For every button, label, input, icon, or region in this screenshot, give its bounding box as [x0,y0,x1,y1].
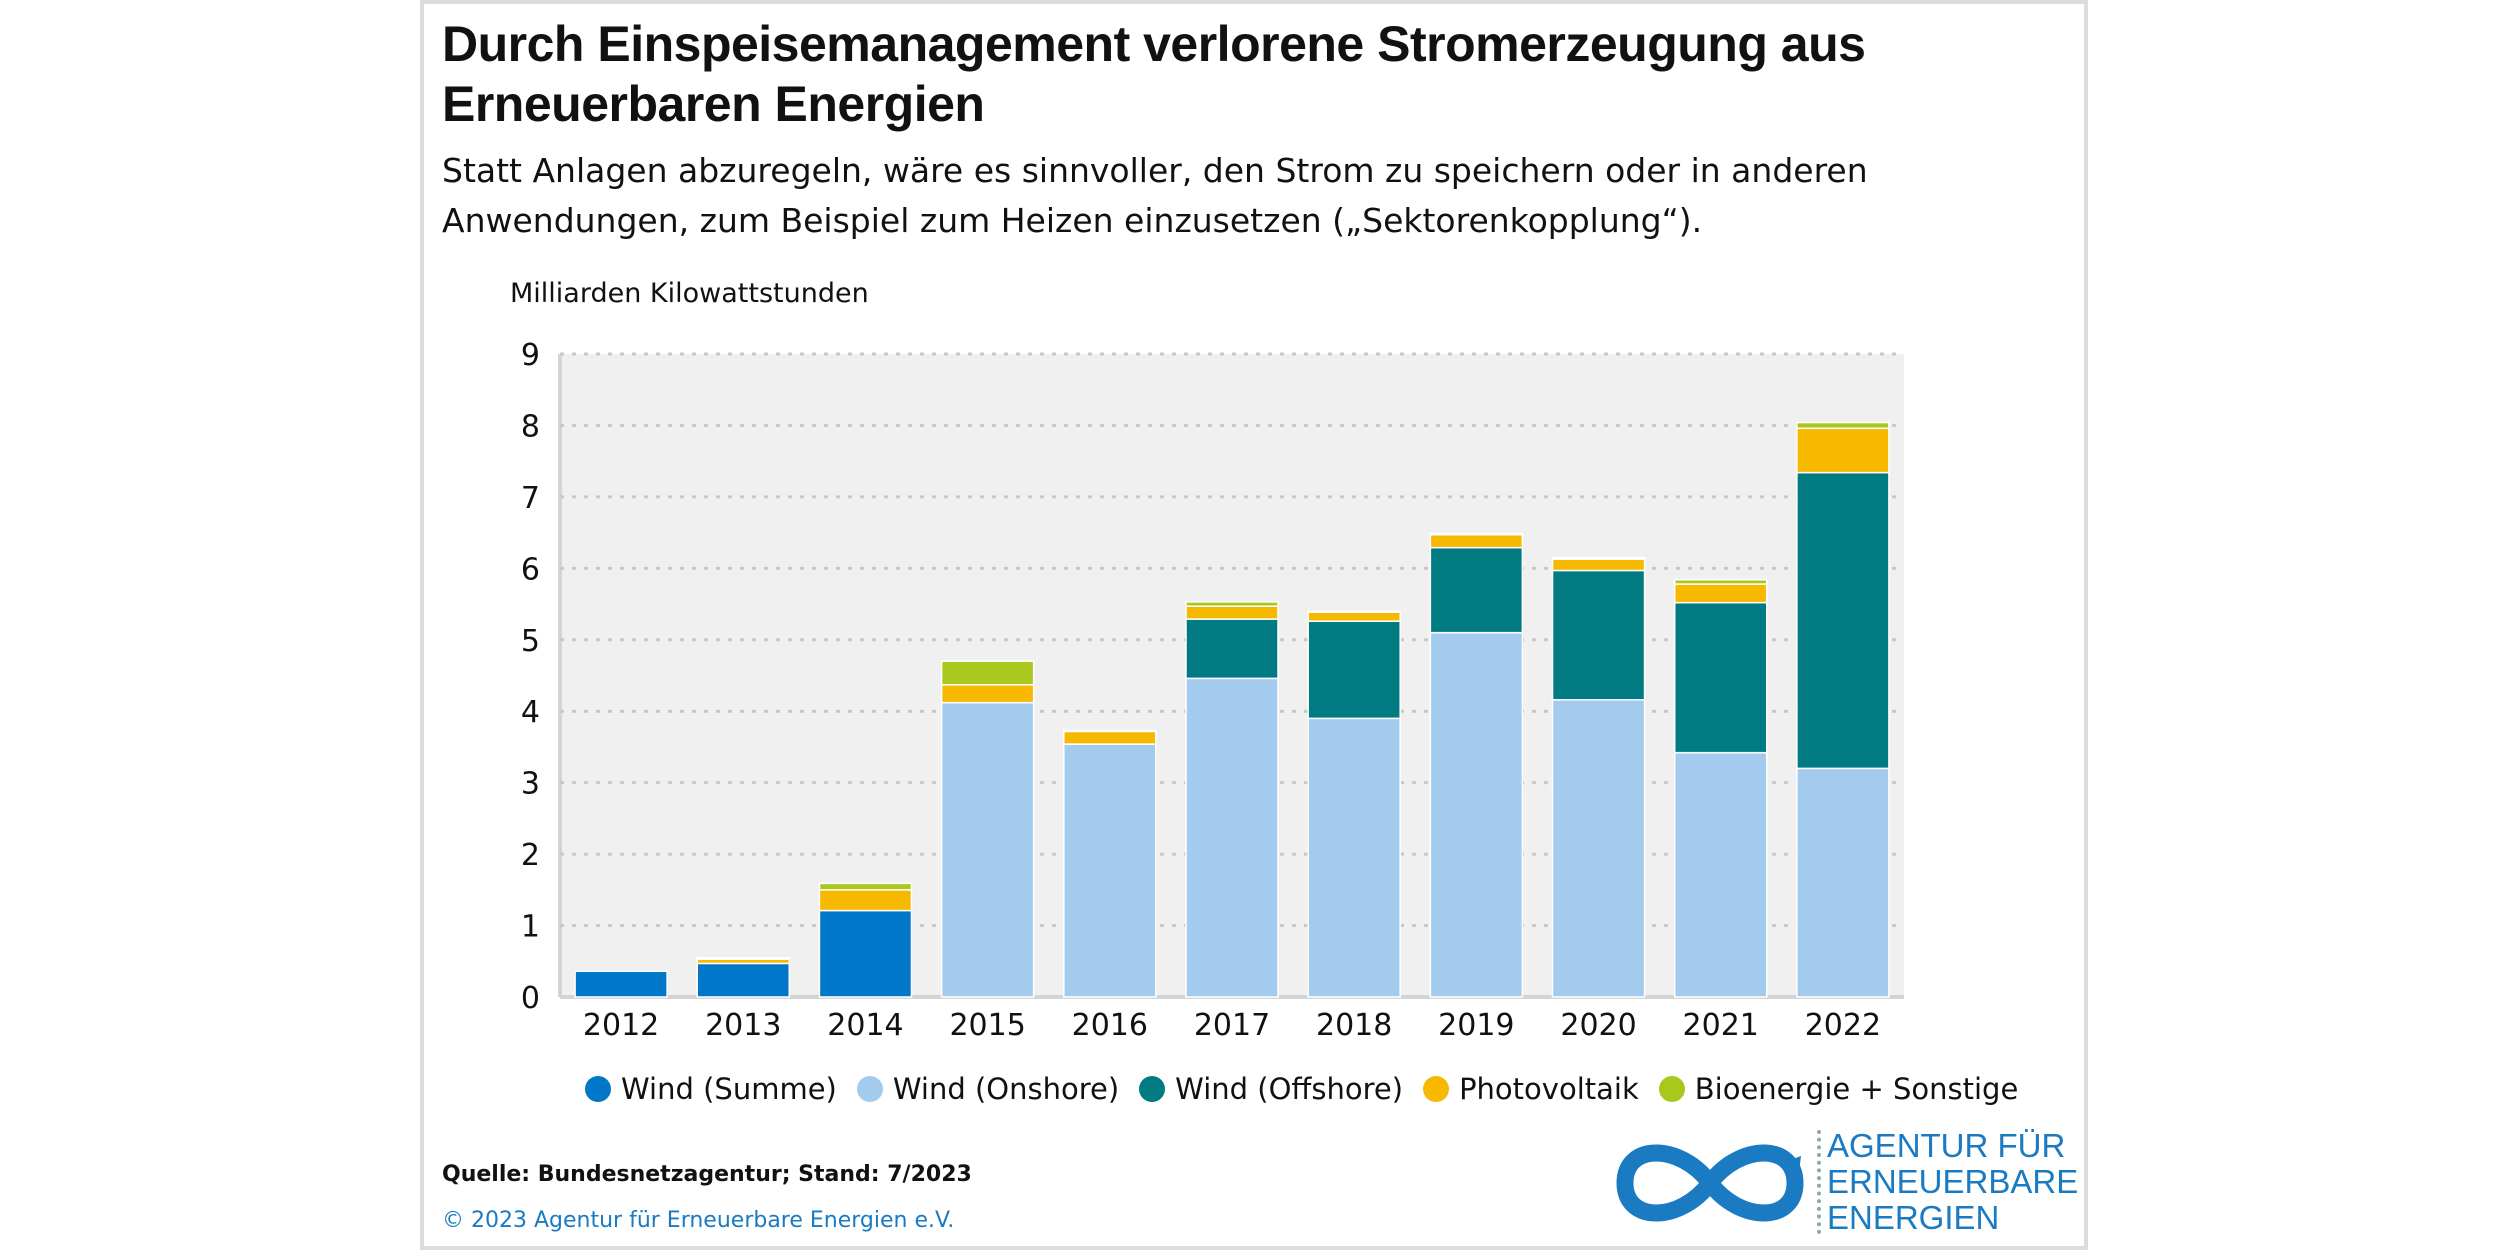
legend-item: Wind (Summe) [585,1072,837,1106]
legend-label: Wind (Onshore) [892,1072,1120,1106]
bar-segment-2015-bioenergie-sonstige [940,660,1035,686]
bar-segment-2017-photovoltaik [1185,605,1279,620]
y-tick-label: 3 [521,767,540,802]
bar-segment-2018-bioenergie-sonstige [1307,610,1401,613]
bar-segment-2017-wind-onshore- [1185,677,1279,998]
x-tick-label: 2012 [583,1008,659,1043]
aee-logo: AGENTUR FÜR ERNEUERBARE ENERGIEN [1605,1128,2078,1238]
x-tick-label: 2021 [1683,1008,1759,1043]
bar-segment-2021-bioenergie-sonstige [1673,579,1768,585]
legend-swatch-icon [1139,1076,1166,1102]
x-tick-label: 2014 [827,1008,903,1043]
legend-swatch-icon [585,1076,611,1102]
bar-segment-2013-wind-summe- [696,962,791,998]
x-tick-label: 2017 [1194,1008,1270,1043]
bar-segment-2012-wind-summe- [574,970,668,998]
bar-segment-2020-bioenergie-sonstige [1551,556,1646,560]
bar-segment-2021-wind-onshore- [1673,751,1768,998]
legend-label: Bioenergie + Sonstige [1694,1072,2019,1106]
logo-line-2: ERNEUERBARE [1827,1163,2079,1200]
bar-segment-2019-bioenergie-sonstige [1429,532,1524,536]
legend-swatch-icon [856,1076,883,1102]
chart-title: Durch Einspeisemanagement verlorene Stro… [442,16,1866,132]
bar-segment-2022-wind-onshore- [1796,767,1890,998]
legend-item: Wind (Offshore) [1139,1072,1403,1106]
legend: Wind (Summe) Wind (Onshore) Wind (Offshore… [585,1072,2018,1106]
legend-item: Bioenergie + Sonstige [1658,1072,2019,1106]
x-tick-label: 2022 [1805,1008,1881,1043]
infinity-logo-icon [1616,1144,1804,1222]
y-tick-label: 4 [521,695,540,730]
chart-subtitle: Statt Anlagen abzuregeln, wäre es sinnvo… [442,151,1868,240]
logo-line-1: AGENTUR FÜR [1827,1127,2066,1164]
y-tick-label: 2 [521,838,540,873]
bar-segment-2019-photovoltaik [1429,534,1524,549]
frame [420,0,2088,1250]
bar-segment-2014-bioenergie-sonstige [818,882,913,891]
x-tick-label: 2020 [1560,1008,1636,1043]
y-tick-label: 5 [521,624,540,659]
x-tick-label: 2018 [1316,1008,1392,1043]
bar-segment-2020-photovoltaik [1551,558,1646,572]
bar-segment-2017-wind-offshore- [1185,618,1279,680]
bar-segment-2014-photovoltaik [818,889,913,912]
bar-segment-2019-wind-offshore- [1429,546,1524,634]
y-tick-label: 6 [521,552,540,587]
x-tick-label: 2019 [1438,1008,1514,1043]
bar-segment-2016-bioenergie-sonstige [1063,729,1157,733]
bar-segment-2019-wind-onshore- [1429,631,1524,998]
bar-segment-2022-wind-offshore- [1796,471,1890,770]
bar-segment-2018-wind-onshore- [1307,717,1401,998]
bar-segment-2014-wind-summe- [818,909,913,998]
frame-border-top [420,0,2088,4]
bar-segment-2018-photovoltaik [1307,611,1401,622]
bar-segment-2015-photovoltaik [940,684,1035,704]
y-tick-label: 7 [521,481,540,516]
y-tick-label: 1 [521,910,540,945]
legend-item: Photovoltaik [1423,1072,1639,1106]
y-tick-label: 0 [521,981,540,1016]
x-tick-label: 2015 [949,1008,1025,1043]
source-note: Quelle: Bundesnetzagentur; Stand: 7/2023 [442,1162,972,1187]
logo-text: AGENTUR FÜR ERNEUERBARE ENERGIEN [1827,1128,2078,1236]
legend-label: Wind (Offshore) [1175,1072,1404,1106]
legend-swatch-icon [1658,1076,1685,1102]
copyright-note: © 2023 Agentur für Erneuerbare Energien … [442,1208,955,1233]
y-tick-label: 9 [521,338,540,373]
legend-item: Wind (Onshore) [856,1072,1120,1106]
bar-segment-2022-bioenergie-sonstige [1796,421,1890,430]
x-tick-label: 2016 [1072,1008,1148,1043]
legend-label: Wind (Summe) [621,1072,837,1106]
bar-segment-2017-bioenergie-sonstige [1185,601,1279,607]
legend-swatch-icon [1423,1076,1450,1102]
bar-segment-2021-photovoltaik [1673,583,1768,604]
logo-divider [1817,1130,1821,1234]
y-axis-label: Milliarden Kilowattstunden [510,278,869,309]
bar-segment-2016-photovoltaik [1063,730,1157,745]
bar-segment-2013-bioenergie-sonstige [696,956,791,960]
logo-line-3: ENERGIEN [1827,1199,2000,1236]
legend-label: Photovoltaik [1459,1072,1639,1106]
bar-segment-2022-photovoltaik [1796,427,1890,474]
y-tick-label: 8 [521,409,540,444]
bar-segment-2015-wind-onshore- [940,701,1035,998]
bar-segment-2016-wind-onshore- [1063,743,1157,998]
bar-segment-2021-wind-offshore- [1673,601,1768,754]
x-tick-label: 2013 [705,1008,781,1043]
bar-segment-2020-wind-offshore- [1551,569,1646,701]
bar-segment-2018-wind-offshore- [1307,620,1401,720]
bar-segment-2020-wind-onshore- [1551,699,1646,998]
